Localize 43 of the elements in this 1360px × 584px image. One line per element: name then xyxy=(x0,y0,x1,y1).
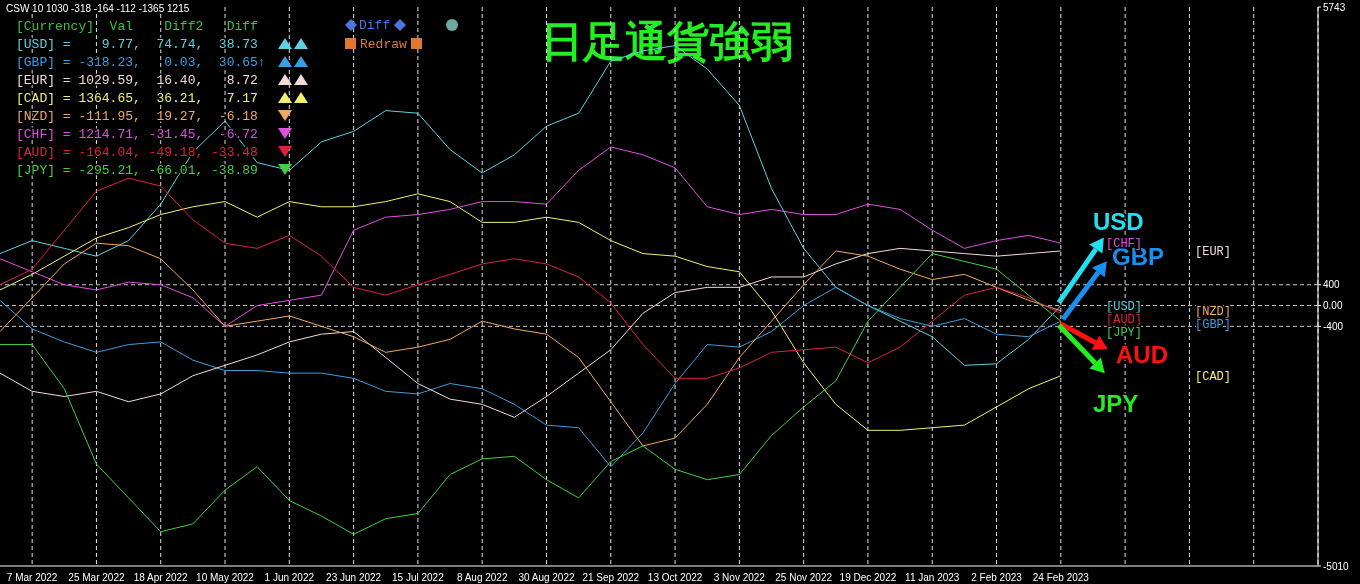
y-tick-label: -400 xyxy=(1323,320,1344,332)
annotation: [GBP] = -318.23, 0.03, 30.65↑ xyxy=(16,55,266,70)
annotation: [NZD] = -111.95, 19.27, -6.18 xyxy=(16,109,258,124)
annotation: CSW 10 1030 -318 -164 -112 -1365 1215 xyxy=(6,3,190,14)
y-tick-label: -5010 xyxy=(1323,560,1350,572)
x-tick-label: 1 Jun 2022 xyxy=(264,572,315,584)
x-tick-label: 2 Feb 2023 xyxy=(971,572,1023,584)
x-tick-label: 7 Mar 2022 xyxy=(6,572,58,584)
text: [NZD] xyxy=(1195,304,1232,319)
x-tick-label: 25 Mar 2022 xyxy=(68,572,125,584)
x-tick-label: 30 Aug 2022 xyxy=(518,572,576,584)
x-tick-label: 3 Nov 2022 xyxy=(713,572,766,584)
annotation: USD xyxy=(1093,208,1144,235)
annotation: [CAD] = 1364.65, 36.21, 7.17 xyxy=(16,91,258,106)
x-tick-label: 19 Dec 2022 xyxy=(839,572,897,584)
y-tick-label: 0.00 xyxy=(1323,300,1343,312)
y-tick-label: 400 xyxy=(1323,279,1341,291)
x-tick-label: 10 May 2022 xyxy=(196,572,255,584)
chart-title: 日足通貨強弱 xyxy=(541,17,793,66)
x-tick-label: 13 Oct 2022 xyxy=(647,572,703,584)
x-tick-label: 23 Jun 2022 xyxy=(326,572,382,584)
text: [USD] xyxy=(1106,299,1143,314)
x-tick-label: 15 Jul 2022 xyxy=(392,572,445,584)
annotation: Diff xyxy=(359,18,391,33)
annotation: [Currency] Val Diff2 Diff xyxy=(16,19,258,34)
x-tick-label: 21 Sep 2022 xyxy=(582,572,640,584)
text: [JPY] xyxy=(1106,325,1143,340)
annotation: [EUR] = 1029.59, 16.40, 8.72 xyxy=(16,73,258,88)
x-tick-label: 24 Feb 2023 xyxy=(1032,572,1090,584)
annotation: AUD xyxy=(1116,341,1168,368)
annotation: [CHF] = 1214.71, -31.45, -6.72 xyxy=(16,127,258,142)
y-tick-label: 5743 xyxy=(1323,1,1346,13)
x-tick-label: 18 Apr 2022 xyxy=(133,572,189,584)
text: [GBP] xyxy=(1195,317,1232,332)
text: [EUR] xyxy=(1195,244,1232,259)
x-tick-label: 25 Nov 2022 xyxy=(775,572,833,584)
annotation: [USD] = 9.77, 74.74, 38.73 xyxy=(16,37,258,52)
text: [AUD] xyxy=(1106,312,1143,327)
x-tick-label: 8 Aug 2022 xyxy=(456,572,508,584)
annotation: JPY xyxy=(1093,390,1139,417)
text: [CAD] xyxy=(1195,369,1232,384)
annotation: Redraw xyxy=(360,37,408,52)
x-tick-label: 11 Jan 2023 xyxy=(905,572,960,584)
